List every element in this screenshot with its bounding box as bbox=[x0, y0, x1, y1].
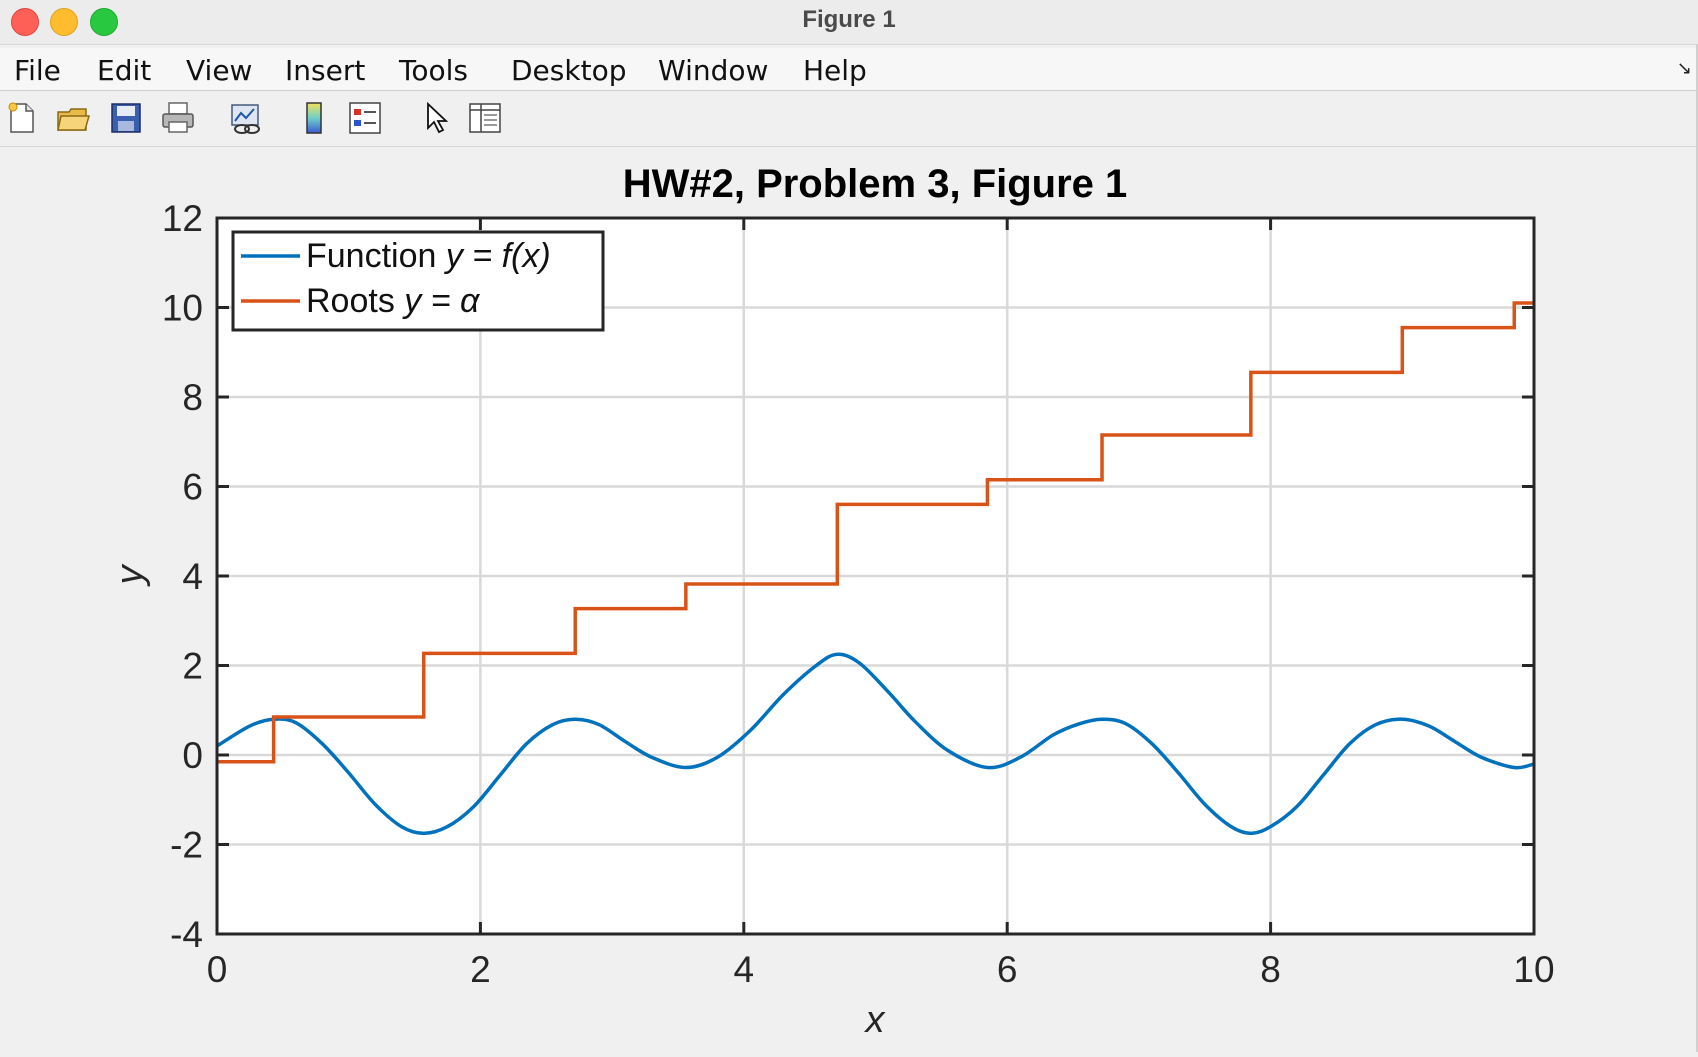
legend-function-prefix: Function bbox=[306, 237, 446, 275]
y-axis-label: y bbox=[109, 564, 151, 588]
x-tick-label: 10 bbox=[1513, 949, 1554, 990]
y-tick-label: 6 bbox=[182, 467, 203, 508]
menu-desktop[interactable]: Desktop bbox=[511, 54, 627, 87]
menu-edit[interactable]: Edit bbox=[97, 54, 152, 87]
minimize-window-button[interactable] bbox=[50, 8, 78, 36]
open-file-icon[interactable] bbox=[55, 100, 91, 136]
x-tick-label: 2 bbox=[470, 949, 491, 990]
maximize-window-button[interactable] bbox=[90, 8, 118, 36]
y-tick-label: 8 bbox=[182, 377, 203, 418]
window-title: Figure 1 bbox=[802, 6, 896, 33]
chart-title: HW#2, Problem 3, Figure 1 bbox=[623, 162, 1128, 206]
link-plot-icon[interactable] bbox=[228, 100, 264, 136]
x-tick-labels: 0 2 4 6 8 10 bbox=[207, 949, 1555, 990]
y-tick-label: 10 bbox=[162, 288, 203, 329]
x-tick-label: 0 bbox=[207, 949, 228, 990]
y-tick-label: 4 bbox=[182, 556, 203, 597]
x-tick-label: 4 bbox=[734, 949, 755, 990]
dock-arrow-icon[interactable]: ↘ bbox=[1676, 58, 1692, 78]
roots-series-line[interactable] bbox=[217, 301, 1534, 764]
y-tick-label: 2 bbox=[182, 646, 203, 687]
menu-file[interactable]: File bbox=[14, 54, 61, 87]
close-window-button[interactable] bbox=[11, 8, 39, 36]
pointer-icon[interactable] bbox=[418, 100, 454, 136]
menu-view[interactable]: View bbox=[186, 54, 253, 87]
figure-toolbar bbox=[0, 92, 1698, 147]
legend-icon[interactable] bbox=[347, 100, 383, 136]
x-tick-label: 6 bbox=[997, 949, 1018, 990]
legend-box bbox=[231, 230, 605, 332]
figure-canvas: HW#2, Problem 3, Figure 1 0 2 4 6 8 10 -4 -2 0 2… bbox=[0, 147, 1698, 1052]
window-titlebar: Figure 1 bbox=[0, 0, 1698, 45]
legend-roots-math: y = α bbox=[402, 282, 481, 320]
legend-function-math: y = f(x) bbox=[444, 237, 551, 275]
y-tick-label: 0 bbox=[182, 735, 203, 776]
legend-roots-prefix: Roots bbox=[306, 282, 404, 320]
legend-label-function: Function y = f(x) bbox=[306, 237, 551, 275]
series-layer bbox=[216, 301, 1535, 836]
tick-marks bbox=[215, 216, 1536, 936]
menu-insert[interactable]: Insert bbox=[285, 54, 366, 87]
x-axis-label: x bbox=[864, 999, 887, 1041]
function-series-line[interactable] bbox=[216, 652, 1535, 836]
menu-help[interactable]: Help bbox=[803, 54, 867, 87]
y-tick-label: -4 bbox=[170, 914, 203, 955]
window-edge bbox=[1696, 44, 1698, 1052]
colorbar-icon[interactable] bbox=[297, 100, 333, 136]
new-figure-icon[interactable] bbox=[4, 100, 40, 136]
save-icon[interactable] bbox=[108, 100, 144, 136]
y-tick-label: 12 bbox=[162, 198, 203, 239]
y-tick-label: -2 bbox=[170, 825, 203, 866]
print-icon[interactable] bbox=[160, 100, 196, 136]
legend-label-roots: Roots y = α bbox=[306, 282, 481, 320]
line-chart[interactable]: HW#2, Problem 3, Figure 1 0 2 4 6 8 10 -4 -2 0 2… bbox=[0, 147, 1698, 1052]
property-inspector-icon[interactable] bbox=[467, 100, 503, 136]
y-tick-labels: -4 -2 0 2 4 6 8 10 12 bbox=[162, 198, 203, 955]
menu-window[interactable]: Window bbox=[658, 54, 769, 87]
menu-tools[interactable]: Tools bbox=[399, 54, 468, 87]
menu-bar: File Edit View Insert Tools Desktop Wind… bbox=[0, 48, 1698, 91]
x-tick-label: 8 bbox=[1260, 949, 1281, 990]
legend[interactable]: Function y = f(x) Roots y = α bbox=[231, 230, 605, 332]
